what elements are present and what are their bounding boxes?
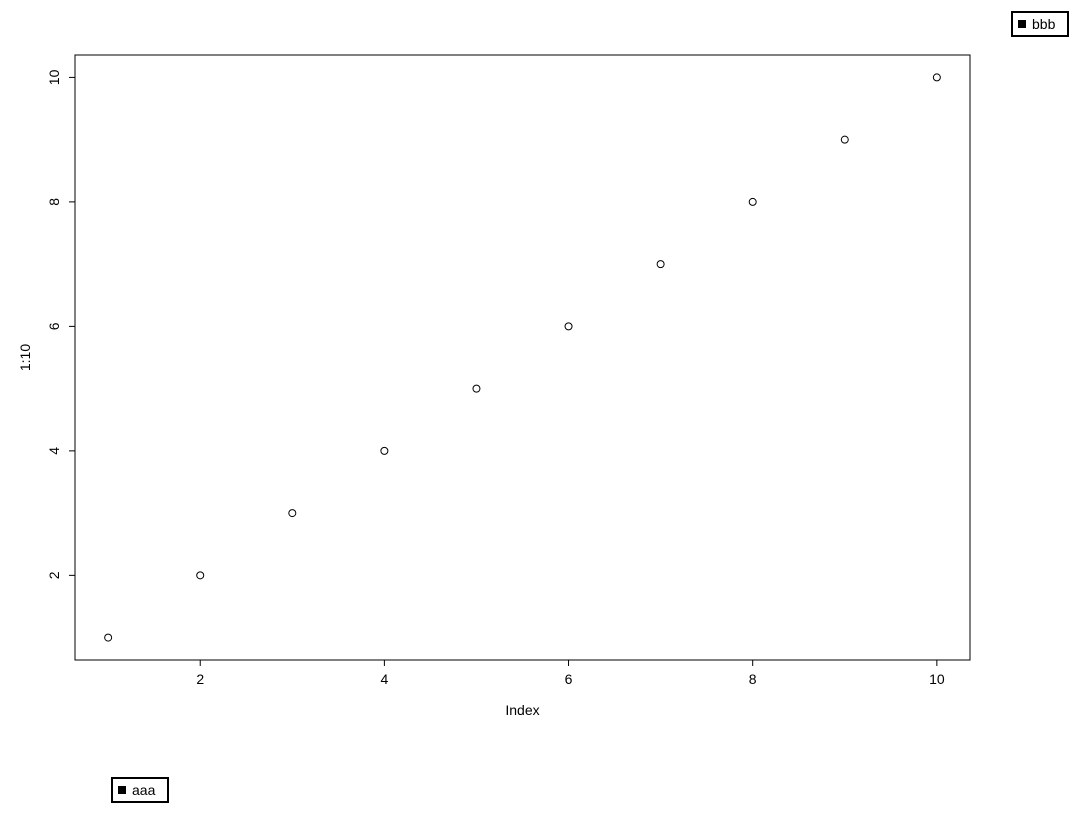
plot-border: [75, 55, 970, 660]
legend-label: bbb: [1032, 16, 1056, 32]
y-tick-label: 10: [46, 69, 62, 85]
legend-symbol-icon: [1018, 20, 1026, 28]
y-tick-label: 4: [46, 447, 62, 455]
x-tick-label: 8: [749, 671, 757, 687]
x-tick-label: 10: [929, 671, 945, 687]
x-tick-label: 2: [196, 671, 204, 687]
legend-label: aaa: [132, 782, 156, 798]
legend-bbb: bbb: [1012, 12, 1068, 36]
y-axis-label: 1:10: [17, 344, 33, 371]
x-tick-label: 6: [565, 671, 573, 687]
scatter-plot-chart: 2 4 6 8 10 Index 2 4 6 8 10 1:10 bbb aaa: [0, 0, 1092, 830]
legend-aaa: aaa: [112, 778, 168, 802]
y-tick-label: 8: [46, 198, 62, 206]
legend-symbol-icon: [118, 786, 126, 794]
y-tick-label: 2: [46, 571, 62, 579]
chart-svg: 2 4 6 8 10 Index 2 4 6 8 10 1:10 bbb aaa: [0, 0, 1092, 830]
y-tick-label: 6: [46, 322, 62, 330]
x-axis-label: Index: [505, 702, 539, 718]
x-tick-label: 4: [380, 671, 388, 687]
